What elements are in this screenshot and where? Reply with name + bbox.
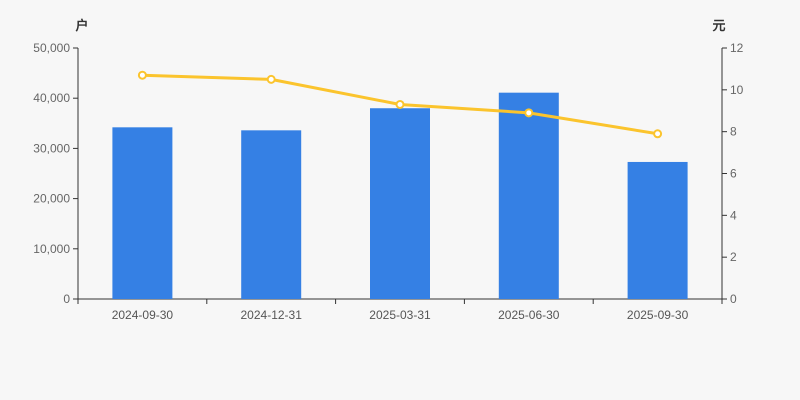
right-axis-tick-label: 2: [730, 250, 737, 264]
right-axis-tick-label: 12: [730, 41, 744, 55]
x-axis-category-label: 2025-09-30: [627, 308, 689, 322]
line-series-layer: [137, 70, 663, 139]
left-axis-tick-label: 30,000: [33, 141, 70, 155]
x-axis-category-label: 2024-12-31: [241, 308, 303, 322]
right-axis-tick-label: 4: [730, 208, 737, 222]
right-axis-tick-label: 6: [730, 167, 737, 181]
bar-2024-09-30[interactable]: [112, 127, 173, 299]
bar-series-layer: [112, 92, 688, 300]
left-axis-tick-label: 50,000: [33, 41, 70, 55]
left-axis-tick-label: 40,000: [33, 91, 70, 105]
bar-2025-09-30[interactable]: [627, 161, 688, 299]
line-point-2024-12-31[interactable]: [266, 74, 276, 84]
line-point-2025-06-30[interactable]: [524, 108, 534, 118]
right-axis-tick-label: 0: [730, 292, 737, 306]
left-axis-tick-label: 20,000: [33, 192, 70, 206]
bar-2025-06-30[interactable]: [498, 92, 559, 299]
axes-layer: 0 10,000 20,000 30,000 40,000 50,000 0 2 4 6 8 10 12…: [33, 41, 743, 322]
right-axis-unit-label: 元: [712, 18, 725, 33]
line-point-2025-03-31[interactable]: [395, 99, 405, 109]
line-point-2025-09-30[interactable]: [653, 129, 663, 139]
bar-2024-12-31[interactable]: [241, 130, 302, 299]
line-point-2024-09-30[interactable]: [137, 70, 147, 80]
right-axis-tick-label: 8: [730, 125, 737, 139]
left-axis-tick-label: 10,000: [33, 242, 70, 256]
x-axis-category-label: 2025-03-31: [369, 308, 431, 322]
left-axis-unit-label: 户: [75, 18, 88, 33]
x-axis-category-label: 2025-06-30: [498, 308, 560, 322]
bar-2025-03-31[interactable]: [370, 108, 430, 300]
left-axis-tick-label: 0: [63, 292, 70, 306]
right-axis-tick-label: 10: [730, 83, 744, 97]
x-axis-category-label: 2024-09-30: [112, 308, 174, 322]
